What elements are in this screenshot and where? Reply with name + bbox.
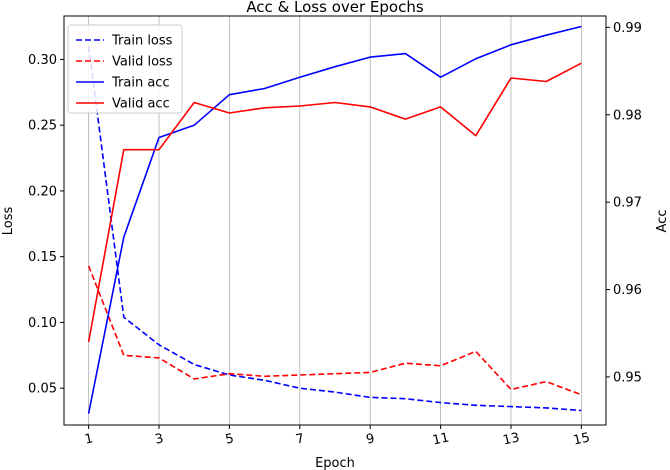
series-valid-acc <box>87 62 582 343</box>
y-left-tick-label: 0.20 <box>28 184 57 199</box>
legend: Train loss Valid loss Train acc Valid acc <box>67 24 183 114</box>
y-right-tick-label: 0.99 <box>613 21 642 36</box>
x-tick-label: 5 <box>224 431 235 447</box>
y-left-tick-label: 0.30 <box>28 53 57 68</box>
y-right-tick-label: 0.98 <box>613 108 642 123</box>
series-train-loss <box>87 46 582 412</box>
x-axis: 1 3 5 7 9 11 13 15 <box>83 425 591 449</box>
x-tick-label: 7 <box>295 431 306 447</box>
plot-frame <box>63 15 607 426</box>
y-left-tick-label: 0.25 <box>28 119 57 134</box>
chart-title: Acc & Loss over Epochs <box>246 0 424 16</box>
x-tick-label: 3 <box>154 431 165 447</box>
y-axis-left: 0.05 0.10 0.15 0.20 0.25 0.30 <box>28 53 64 397</box>
legend-label: Valid acc <box>112 97 170 112</box>
x-axis-label: Epoch <box>315 456 355 470</box>
legend-label: Train acc <box>111 76 170 91</box>
y-right-tick-label: 0.97 <box>613 196 642 211</box>
x-tick-label: 15 <box>572 430 591 448</box>
y-left-tick-label: 0.15 <box>28 250 57 265</box>
x-tick-label: 9 <box>365 431 376 447</box>
y-axis-left-label: Loss <box>1 207 16 236</box>
legend-label: Valid loss <box>112 55 173 70</box>
series-lines <box>87 25 582 414</box>
y-axis-right: 0.95 0.96 0.97 0.98 0.99 <box>606 21 642 385</box>
y-right-tick-label: 0.96 <box>613 283 642 298</box>
y-left-tick-label: 0.05 <box>28 382 57 397</box>
y-axis-right-label: Acc <box>655 210 670 233</box>
x-tick-label: 13 <box>502 430 521 448</box>
x-tick-label: 11 <box>431 430 450 448</box>
y-left-tick-label: 0.10 <box>28 316 57 331</box>
series-valid-loss <box>87 265 582 396</box>
x-tick-label: 1 <box>83 431 94 447</box>
legend-box <box>67 24 183 114</box>
y-right-tick-label: 0.95 <box>613 370 642 385</box>
legend-label: Train loss <box>111 34 173 49</box>
